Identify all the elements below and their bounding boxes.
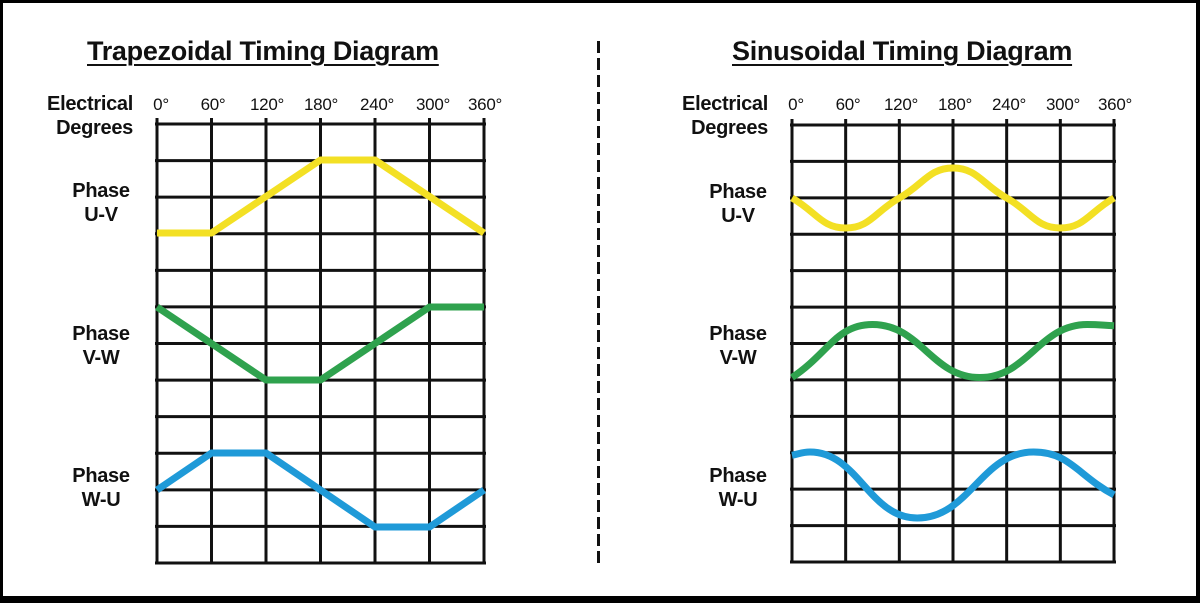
tick-label: 360° <box>1098 95 1132 114</box>
tick-label: 0° <box>153 95 169 114</box>
trapezoidal-title: Trapezoidal Timing Diagram <box>87 36 439 66</box>
tick-label: 240° <box>992 95 1026 114</box>
waveform-phase-w-u <box>791 448 1116 522</box>
phase-vw-label: Phase V-W <box>709 323 767 369</box>
phase-uv-label: Phase U-V <box>709 181 767 227</box>
electrical-degrees-label: Electrical Degrees <box>682 93 768 139</box>
waveform-plots <box>155 118 1116 565</box>
electrical-degrees-label: Electrical Degrees <box>47 93 133 139</box>
waveform-phase-u-v <box>790 164 1116 232</box>
tick-label: 0° <box>788 95 804 114</box>
timing-diagram-figure: Trapezoidal Timing Diagram Electrical De… <box>3 3 1196 596</box>
sinusoidal-title: Sinusoidal Timing Diagram <box>732 36 1073 66</box>
tick-label: 180° <box>938 95 972 114</box>
tick-label: 240° <box>360 95 394 114</box>
phase-uv-label: Phase U-V <box>72 180 130 226</box>
tick-label: 300° <box>416 95 450 114</box>
waveform-phase-v-w <box>790 321 1115 381</box>
tick-label: 120° <box>250 95 284 114</box>
sinusoidal-waveforms <box>790 164 1116 522</box>
dashed-divider <box>597 41 600 567</box>
tick-label: 60° <box>200 95 226 114</box>
waveform-phase-v-w <box>155 303 484 384</box>
waveform-phase-u-v <box>157 156 486 237</box>
waveform-phase-w-u <box>155 449 486 531</box>
sinusoidal-grid <box>790 119 1116 564</box>
phase-vw-label: Phase V-W <box>72 323 130 369</box>
tick-label: 60° <box>835 95 861 114</box>
tick-label: 120° <box>884 95 918 114</box>
phase-wu-label: Phase W-U <box>72 465 130 511</box>
trapezoidal-waveforms <box>155 156 486 531</box>
tick-label: 180° <box>304 95 338 114</box>
tick-label: 300° <box>1046 95 1080 114</box>
tick-label: 360° <box>468 95 502 114</box>
phase-wu-label: Phase W-U <box>709 465 767 511</box>
